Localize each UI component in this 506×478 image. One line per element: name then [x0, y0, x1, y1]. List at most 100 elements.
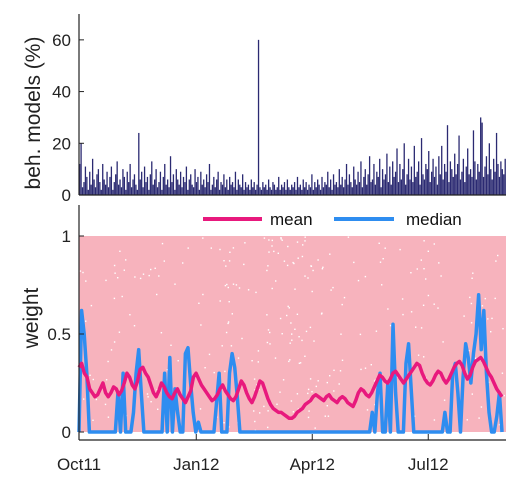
bar: [116, 161, 118, 195]
scatter-gap: [443, 399, 446, 401]
bar: [461, 171, 463, 195]
scatter-gap: [290, 400, 293, 402]
scatter-gap: [139, 277, 142, 280]
bar: [455, 174, 457, 195]
bar: [119, 179, 121, 195]
bar: [429, 182, 431, 195]
bar: [318, 184, 320, 195]
bar: [423, 179, 426, 195]
bar: [360, 161, 362, 195]
bar: [430, 171, 433, 195]
scatter-gap: [279, 391, 281, 393]
scatter-gap: [474, 357, 477, 359]
bar: [472, 130, 475, 195]
scatter-gap: [221, 345, 223, 347]
bar: [351, 187, 353, 195]
scatter-gap: [244, 242, 246, 244]
bar: [254, 189, 257, 195]
scatter-gap: [374, 379, 377, 381]
scatter-gap: [470, 302, 473, 305]
bar: [96, 174, 98, 195]
bar: [266, 189, 268, 195]
scatter-gap: [202, 293, 204, 296]
scatter-gap: [433, 419, 436, 421]
bar: [143, 166, 146, 195]
bar: [285, 189, 287, 195]
bar: [182, 176, 185, 195]
bar: [104, 184, 107, 195]
scatter-gap: [438, 262, 440, 264]
scatter-gap: [322, 266, 324, 268]
scatter-gap: [154, 267, 156, 269]
bar: [227, 189, 229, 195]
bar: [480, 117, 482, 195]
bar: [328, 187, 330, 195]
bar: [392, 161, 394, 195]
bar: [275, 189, 277, 195]
bar: [106, 171, 108, 195]
scatter-gap: [360, 368, 362, 371]
scatter-gap: [495, 260, 497, 262]
bar: [90, 184, 92, 195]
bar: [113, 182, 115, 195]
scatter-gap: [267, 410, 269, 412]
bar: [259, 187, 261, 195]
scatter-gap: [340, 333, 342, 335]
bar: [409, 179, 411, 195]
bar: [187, 189, 189, 195]
scatter-gap: [170, 344, 172, 346]
bar: [497, 163, 499, 195]
bar: [474, 161, 476, 195]
scatter-gap: [110, 349, 113, 351]
scatter-gap: [478, 417, 480, 419]
bar: [452, 176, 454, 195]
bar: [139, 179, 141, 195]
bar: [185, 166, 188, 195]
bar: [370, 182, 372, 195]
scatter-gap: [307, 392, 309, 395]
bar: [407, 158, 410, 195]
scatter-gap: [327, 415, 330, 417]
bar: [123, 176, 126, 195]
scatter-gap: [117, 277, 119, 279]
scatter-gap: [187, 247, 189, 249]
scatter-gap: [160, 332, 163, 334]
legend-median-label: median: [406, 210, 462, 229]
scatter-gap: [163, 260, 165, 262]
bar: [257, 39, 260, 195]
bar: [265, 184, 267, 195]
bar: [399, 163, 401, 195]
scatter-gap: [330, 289, 332, 291]
bar: [159, 171, 162, 195]
scatter-gap: [119, 250, 121, 252]
bottom-ytick-label: 0.5: [47, 325, 71, 344]
scatter-gap: [302, 244, 304, 246]
bar: [353, 166, 355, 195]
bar: [217, 171, 219, 195]
scatter-gap: [333, 390, 335, 392]
scatter-gap: [389, 324, 392, 327]
bar: [117, 184, 120, 195]
scatter-gap: [92, 378, 94, 381]
bar: [305, 182, 307, 195]
scatter-gap: [243, 263, 245, 266]
scatter-gap: [333, 369, 335, 371]
series-line-mean: [77, 355, 504, 421]
bar: [179, 171, 182, 195]
scatter-gap: [198, 302, 200, 304]
scatter-gap: [357, 279, 360, 282]
scatter-gap: [296, 313, 299, 315]
scatter-gap: [329, 375, 331, 377]
bar: [468, 174, 470, 195]
scatter-gap: [202, 237, 204, 239]
scatter-gap: [317, 259, 319, 261]
scatter-gap: [228, 260, 231, 262]
bar: [151, 161, 153, 195]
scatter-gap: [321, 268, 324, 270]
scatter-gap: [416, 268, 418, 270]
bar: [345, 163, 348, 195]
scatter-gap: [442, 341, 444, 343]
scatter-gap: [85, 280, 87, 282]
scatter-gap: [287, 305, 289, 308]
